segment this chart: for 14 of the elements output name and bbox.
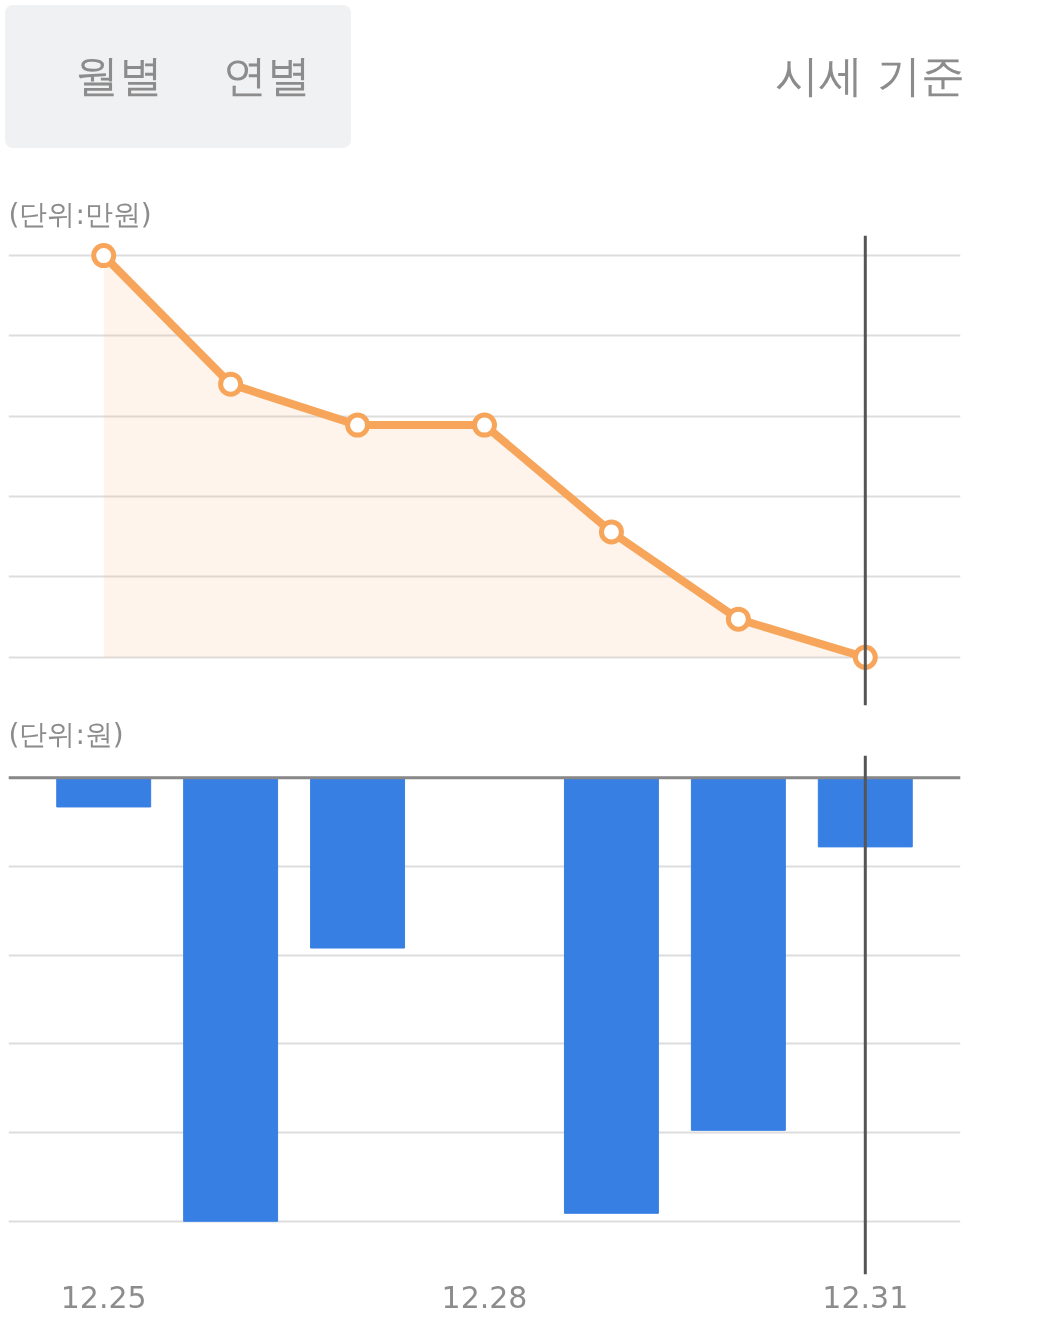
y-axis-title: (단위:원) [8, 717, 124, 751]
point [345, 412, 371, 438]
x-tick-label: 12.31 [822, 1279, 909, 1315]
text: 연별 [223, 50, 311, 101]
x-tick-label: 12.25 [60, 1279, 147, 1315]
point [91, 243, 117, 269]
point [218, 371, 244, 397]
point [725, 606, 751, 632]
point [598, 519, 624, 545]
y-axis-title: (단위:만원) [8, 197, 152, 231]
point [472, 412, 497, 438]
text: 월별 [75, 50, 163, 101]
x-tick-label: 12.28 [441, 1279, 528, 1315]
text: 시세 기준 [775, 49, 965, 103]
